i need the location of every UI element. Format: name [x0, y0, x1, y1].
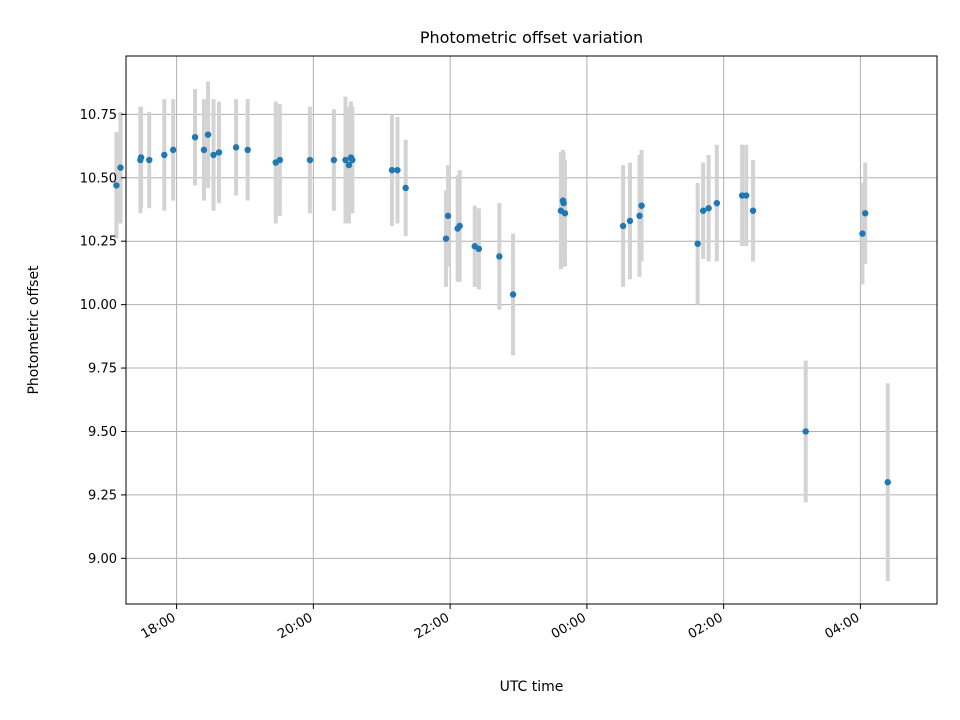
data-point	[638, 202, 645, 209]
data-point	[861, 210, 869, 217]
data-point	[402, 184, 409, 192]
data-point	[560, 199, 567, 207]
data-point	[444, 212, 452, 220]
plot-frame	[125, 55, 938, 605]
data-point	[146, 156, 153, 164]
data-point	[349, 156, 356, 164]
x-axis-label: UTC time	[500, 679, 564, 695]
data-point	[713, 199, 721, 207]
data-points	[113, 131, 891, 486]
y-tick-label: 9.50	[88, 425, 117, 440]
data-point	[496, 253, 503, 260]
y-axis-label: Photometric offset	[26, 265, 42, 395]
chart-title: Photometric offset variation	[420, 28, 643, 47]
data-point	[699, 207, 707, 214]
data-point	[117, 164, 124, 171]
data-point	[475, 245, 483, 253]
data-point	[749, 207, 757, 214]
data-point	[342, 156, 349, 164]
data-point	[509, 291, 517, 298]
data-point	[191, 133, 199, 141]
data-point	[276, 156, 284, 164]
y-tick-label: 9.00	[88, 552, 117, 567]
y-tick-label: 10.50	[80, 171, 117, 186]
y-tick-label: 9.75	[88, 362, 117, 377]
data-point	[244, 146, 251, 154]
data-point	[626, 217, 634, 225]
data-point	[394, 166, 401, 174]
data-point	[169, 146, 177, 154]
data-point	[705, 205, 712, 212]
data-point	[161, 151, 168, 159]
data-point	[137, 154, 145, 161]
y-tick-label: 10.25	[80, 235, 117, 250]
y-tick-label: 10.00	[80, 298, 117, 313]
data-point	[456, 222, 463, 230]
data-point	[204, 131, 212, 138]
data-point	[200, 146, 208, 154]
data-point	[306, 156, 314, 164]
data-point	[802, 428, 809, 435]
data-point	[859, 230, 866, 237]
data-point	[330, 156, 338, 164]
data-point	[561, 210, 569, 217]
data-point	[636, 212, 643, 220]
data-point	[210, 151, 217, 159]
data-point	[113, 182, 120, 189]
data-point	[619, 222, 627, 230]
y-tick-label: 9.25	[88, 488, 117, 503]
data-point	[743, 192, 750, 199]
data-point	[694, 240, 701, 247]
data-point	[884, 479, 891, 486]
grid	[126, 56, 937, 604]
y-tick-label: 10.75	[80, 108, 117, 123]
data-point	[345, 161, 353, 169]
data-point	[232, 144, 240, 151]
data-point	[388, 166, 396, 174]
data-point	[442, 235, 450, 242]
data-point	[215, 149, 223, 156]
